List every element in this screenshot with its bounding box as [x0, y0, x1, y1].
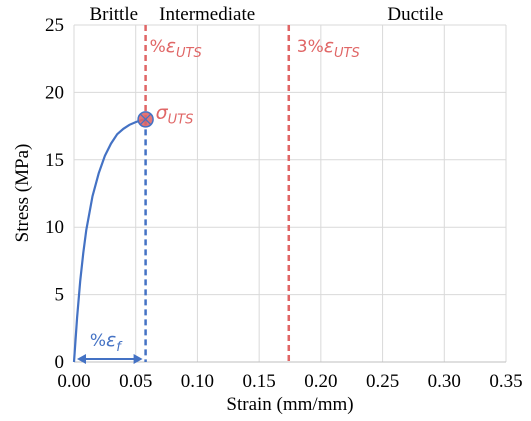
uts-point-cross [140, 113, 152, 125]
x-tick-label: 0.05 [119, 371, 152, 392]
fracture-arrow-left-head [77, 354, 86, 364]
y-tick-labels: 0 5 10 15 20 25 [45, 15, 64, 373]
x-axis-title: Strain (mm/mm) [226, 394, 353, 415]
y-tick-label: 25 [45, 15, 64, 36]
x-tick-label: 0.10 [181, 371, 214, 392]
uts3-strain-label: 3%εUTS [297, 35, 360, 61]
reference-lines [144, 25, 291, 362]
y-tick-label: 10 [45, 217, 64, 238]
region-label-brittle: Brittle [90, 4, 139, 25]
y-tick-label: 20 [45, 82, 64, 103]
x-tick-label: 0.00 [57, 371, 90, 392]
y-tick-label: 5 [55, 285, 65, 306]
fracture-strain-label: %εf [90, 329, 123, 355]
annotations: %εUTS 3%εUTS %εf σUTS [77, 35, 360, 364]
y-tick-label: 15 [45, 150, 64, 171]
x-tick-label: 0.35 [489, 371, 522, 392]
region-labels: Brittle Intermediate Ductile [90, 4, 444, 25]
y-axis-title: Stress (MPa) [12, 144, 33, 243]
y-tick-label: 0 [55, 352, 65, 373]
x-tick-label: 0.30 [428, 371, 461, 392]
fracture-arrow-right-head [133, 354, 143, 364]
x-tick-label: 0.15 [243, 371, 276, 392]
region-label-intermediate: Intermediate [159, 4, 255, 25]
region-label-ductile: Ductile [387, 4, 443, 25]
uts-strain-label: %εUTS [150, 35, 202, 61]
x-tick-labels: 0.00 0.05 0.10 0.15 0.20 0.25 0.30 0.35 [57, 371, 522, 392]
series-group [72, 111, 154, 363]
x-tick-label: 0.25 [366, 371, 399, 392]
stress-strain-curve [72, 118, 146, 363]
uts-stress-label: σUTS [156, 101, 194, 127]
x-tick-label: 0.20 [304, 371, 337, 392]
